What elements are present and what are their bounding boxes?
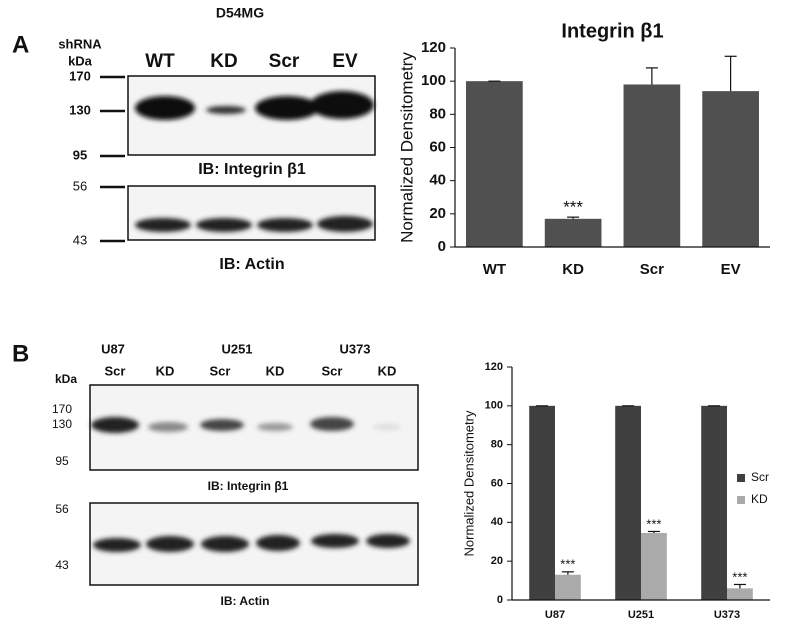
legend-label: Scr — [751, 470, 769, 484]
y-tick-label: 40 — [491, 516, 503, 528]
kda-label: kDa — [55, 372, 77, 386]
kda-marker: 170 — [69, 68, 91, 83]
bands — [93, 534, 410, 552]
bar — [701, 405, 727, 600]
bands — [135, 216, 373, 232]
x-tick-label: U87 — [545, 609, 565, 621]
lane-label: KD — [156, 363, 175, 378]
lane-label: KD — [266, 363, 285, 378]
lane-label: Scr — [322, 363, 343, 378]
kda-marker: 170 — [52, 402, 72, 416]
lane-label: WT — [145, 51, 175, 72]
shrna-label: shRNA — [58, 36, 102, 51]
y-tick-label: 100 — [421, 72, 446, 89]
y-tick-label: 120 — [485, 361, 503, 373]
x-tick-label: WT — [483, 261, 506, 278]
y-tick-label: 120 — [421, 39, 446, 56]
panel-b: B U87 U251 U373 Scr KD Scr KD Scr KD kDa… — [12, 340, 419, 608]
lane-label: Scr — [105, 363, 126, 378]
kda-marker: 56 — [55, 502, 69, 516]
panel-label: B — [12, 340, 29, 367]
bands — [135, 91, 374, 120]
y-tick-label: 60 — [491, 477, 503, 489]
kda-marker: 43 — [55, 558, 69, 572]
y-tick-label: 20 — [429, 205, 446, 222]
lane-label: KD — [210, 51, 237, 72]
bar — [555, 574, 581, 600]
panel-label: A — [12, 31, 29, 58]
annotation: *** — [563, 198, 583, 217]
bar — [544, 218, 602, 247]
bar — [466, 81, 523, 248]
blot-actin — [89, 502, 419, 586]
blot-label: IB: Actin — [221, 594, 270, 608]
lane-label: Scr — [210, 363, 231, 378]
kda-label: kDa — [68, 53, 93, 68]
y-tick-label: 100 — [485, 400, 503, 412]
kda-marker: 130 — [52, 417, 72, 431]
blot-label: IB: Integrin β1 — [198, 161, 306, 178]
y-tick-label: 80 — [429, 105, 446, 122]
y-tick-label: 0 — [497, 594, 503, 606]
y-axis-label: Normalized Densitometry — [461, 410, 476, 556]
kda-marker: 43 — [73, 232, 87, 247]
annotation: *** — [732, 569, 747, 584]
bar — [727, 588, 753, 600]
x-tick-label: KD — [562, 261, 584, 278]
bar — [702, 91, 759, 247]
bands — [91, 417, 401, 433]
legend-swatch — [737, 474, 745, 482]
cell-line: U251 — [221, 341, 252, 356]
blot-label: IB: Actin — [219, 256, 284, 273]
y-tick-label: 20 — [491, 555, 503, 567]
kda-marker: 95 — [55, 454, 69, 468]
bar — [641, 533, 667, 600]
blot-label: IB: Integrin β1 — [208, 479, 289, 493]
y-axis-label: Normalized Densitometry — [397, 52, 416, 243]
annotation: *** — [646, 516, 661, 531]
annotation: *** — [560, 557, 575, 572]
lane-label: EV — [332, 51, 358, 72]
y-tick-label: 40 — [429, 172, 446, 189]
x-tick-label: U373 — [714, 609, 740, 621]
cell-line: U87 — [101, 341, 125, 356]
panel-a: A D54MG shRNA kDa WT KD Scr EV 170 130 9… — [12, 5, 376, 273]
legend-swatch — [737, 496, 745, 504]
lane-label: KD — [378, 363, 397, 378]
x-tick-label: EV — [721, 261, 741, 278]
y-tick-label: 0 — [438, 238, 446, 255]
chart-title: Integrin β1 — [561, 20, 663, 42]
y-tick-label: 80 — [491, 439, 503, 451]
cell-line: U373 — [339, 341, 370, 356]
x-tick-label: U251 — [628, 609, 654, 621]
y-tick-label: 60 — [429, 138, 446, 155]
bar — [615, 405, 641, 600]
kda-marker: 95 — [73, 147, 87, 162]
lane-label: Scr — [269, 51, 300, 72]
kda-marker: 130 — [69, 102, 91, 117]
x-tick-label: Scr — [640, 261, 664, 278]
blot-integrin — [89, 384, 419, 471]
kda-marker: 56 — [73, 178, 87, 193]
bar — [529, 405, 555, 600]
cell-line: D54MG — [216, 5, 264, 21]
legend-label: KD — [751, 492, 768, 506]
bar — [623, 84, 681, 247]
